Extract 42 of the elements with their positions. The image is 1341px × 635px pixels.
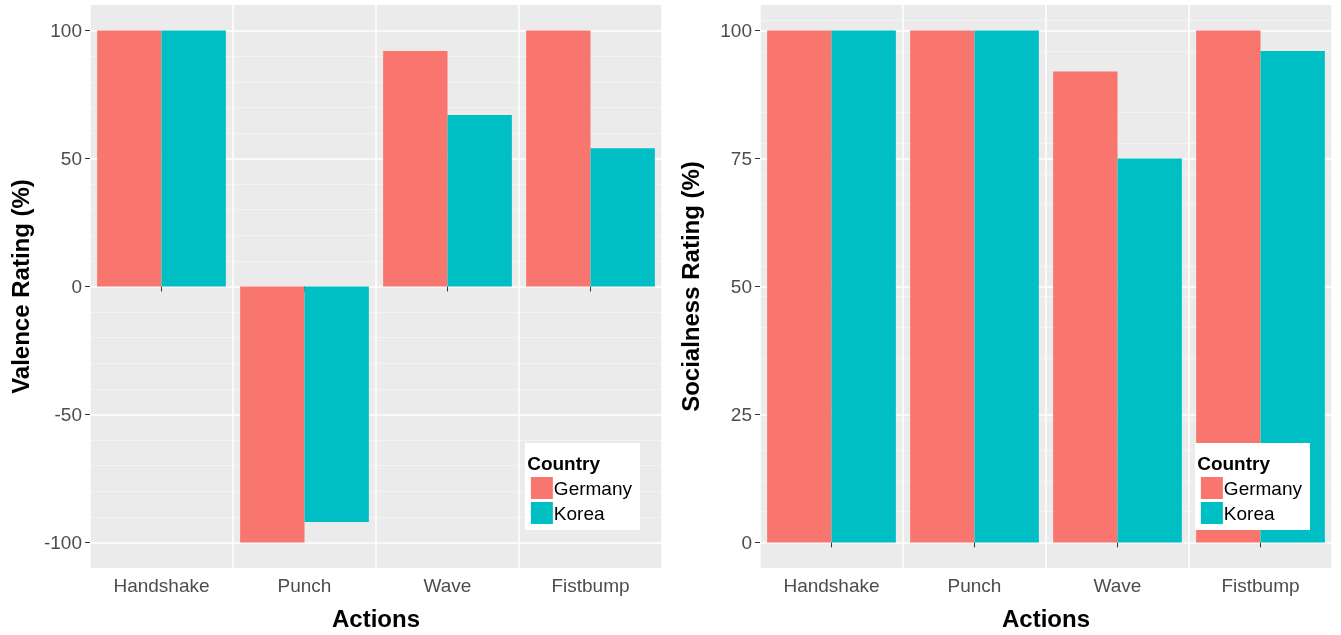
y-tick-label: -50 xyxy=(54,403,82,425)
x-tick-label: Handshake xyxy=(783,575,880,596)
bar xyxy=(590,148,655,287)
y-tick-label: 0 xyxy=(71,276,82,297)
x-tick-label: Punch xyxy=(277,575,332,596)
bar xyxy=(974,30,1039,543)
x-tick-label: Handshake xyxy=(113,575,210,596)
legend-label: Korea xyxy=(1223,502,1275,524)
bar xyxy=(1053,71,1118,543)
x-axis-title: Actions xyxy=(331,604,421,632)
x-tick-label: Punch xyxy=(947,575,1002,596)
y-axis-title: Socialness Rating (%) xyxy=(676,161,704,412)
x-tick-label: Wave xyxy=(1093,575,1142,596)
bar xyxy=(447,115,512,287)
x-axis-title: Actions xyxy=(1001,604,1091,632)
x-tick-label: Fistbump xyxy=(551,575,630,596)
legend-label: Germany xyxy=(1223,477,1303,499)
y-tick-label: 50 xyxy=(730,276,752,297)
bar xyxy=(383,51,448,287)
y-tick-label: -100 xyxy=(43,531,82,553)
bar xyxy=(1117,158,1182,543)
x-tick-label: Wave xyxy=(423,575,472,596)
legend-title: Country xyxy=(527,453,601,474)
bar xyxy=(97,30,162,287)
y-axis-title: Valence Rating (%) xyxy=(6,179,34,394)
x-tick-label: Fistbump xyxy=(1221,575,1300,596)
legend-label: Korea xyxy=(553,502,605,524)
y-tick-label: 100 xyxy=(50,20,82,42)
bar xyxy=(767,30,832,543)
y-tick-label: 0 xyxy=(741,531,752,553)
legend-label: Germany xyxy=(553,477,633,499)
legend-title: Country xyxy=(1197,453,1271,474)
bar xyxy=(161,30,226,287)
bar xyxy=(240,286,305,543)
bar xyxy=(910,30,975,543)
y-tick-label: 50 xyxy=(60,148,82,170)
y-tick-label: 75 xyxy=(730,148,752,170)
bar xyxy=(304,286,369,522)
bar xyxy=(526,30,591,287)
y-tick-label: 100 xyxy=(720,20,752,42)
y-tick-label: 25 xyxy=(730,403,752,425)
bar xyxy=(831,30,896,543)
